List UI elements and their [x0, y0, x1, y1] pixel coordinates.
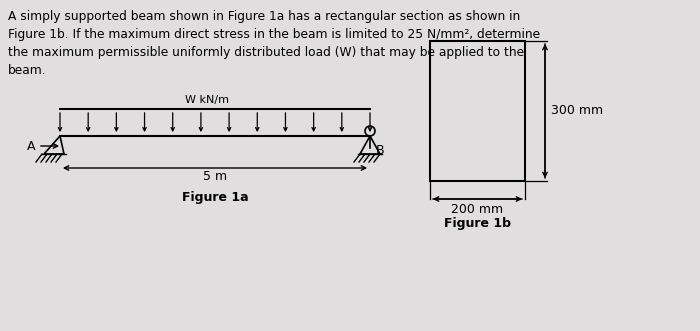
Text: Figure 1a: Figure 1a [182, 191, 248, 204]
Text: the maximum permissible uniformly distributed load (W) that may be applied to th: the maximum permissible uniformly distri… [8, 46, 524, 59]
Text: beam.: beam. [8, 64, 47, 77]
Text: A: A [27, 139, 35, 153]
Text: Figure 1b: Figure 1b [444, 217, 511, 230]
Text: Figure 1b. If the maximum direct stress in the beam is limited to 25 N/mm², dete: Figure 1b. If the maximum direct stress … [8, 28, 540, 41]
Text: 300 mm: 300 mm [551, 105, 603, 118]
Text: B: B [376, 144, 384, 157]
Text: 200 mm: 200 mm [452, 203, 503, 216]
Text: A simply supported beam shown in Figure 1a has a rectangular section as shown in: A simply supported beam shown in Figure … [8, 10, 520, 23]
Text: W kN/m: W kN/m [185, 95, 229, 105]
Bar [430, 41, 525, 181]
Text: 5 m: 5 m [203, 170, 227, 183]
